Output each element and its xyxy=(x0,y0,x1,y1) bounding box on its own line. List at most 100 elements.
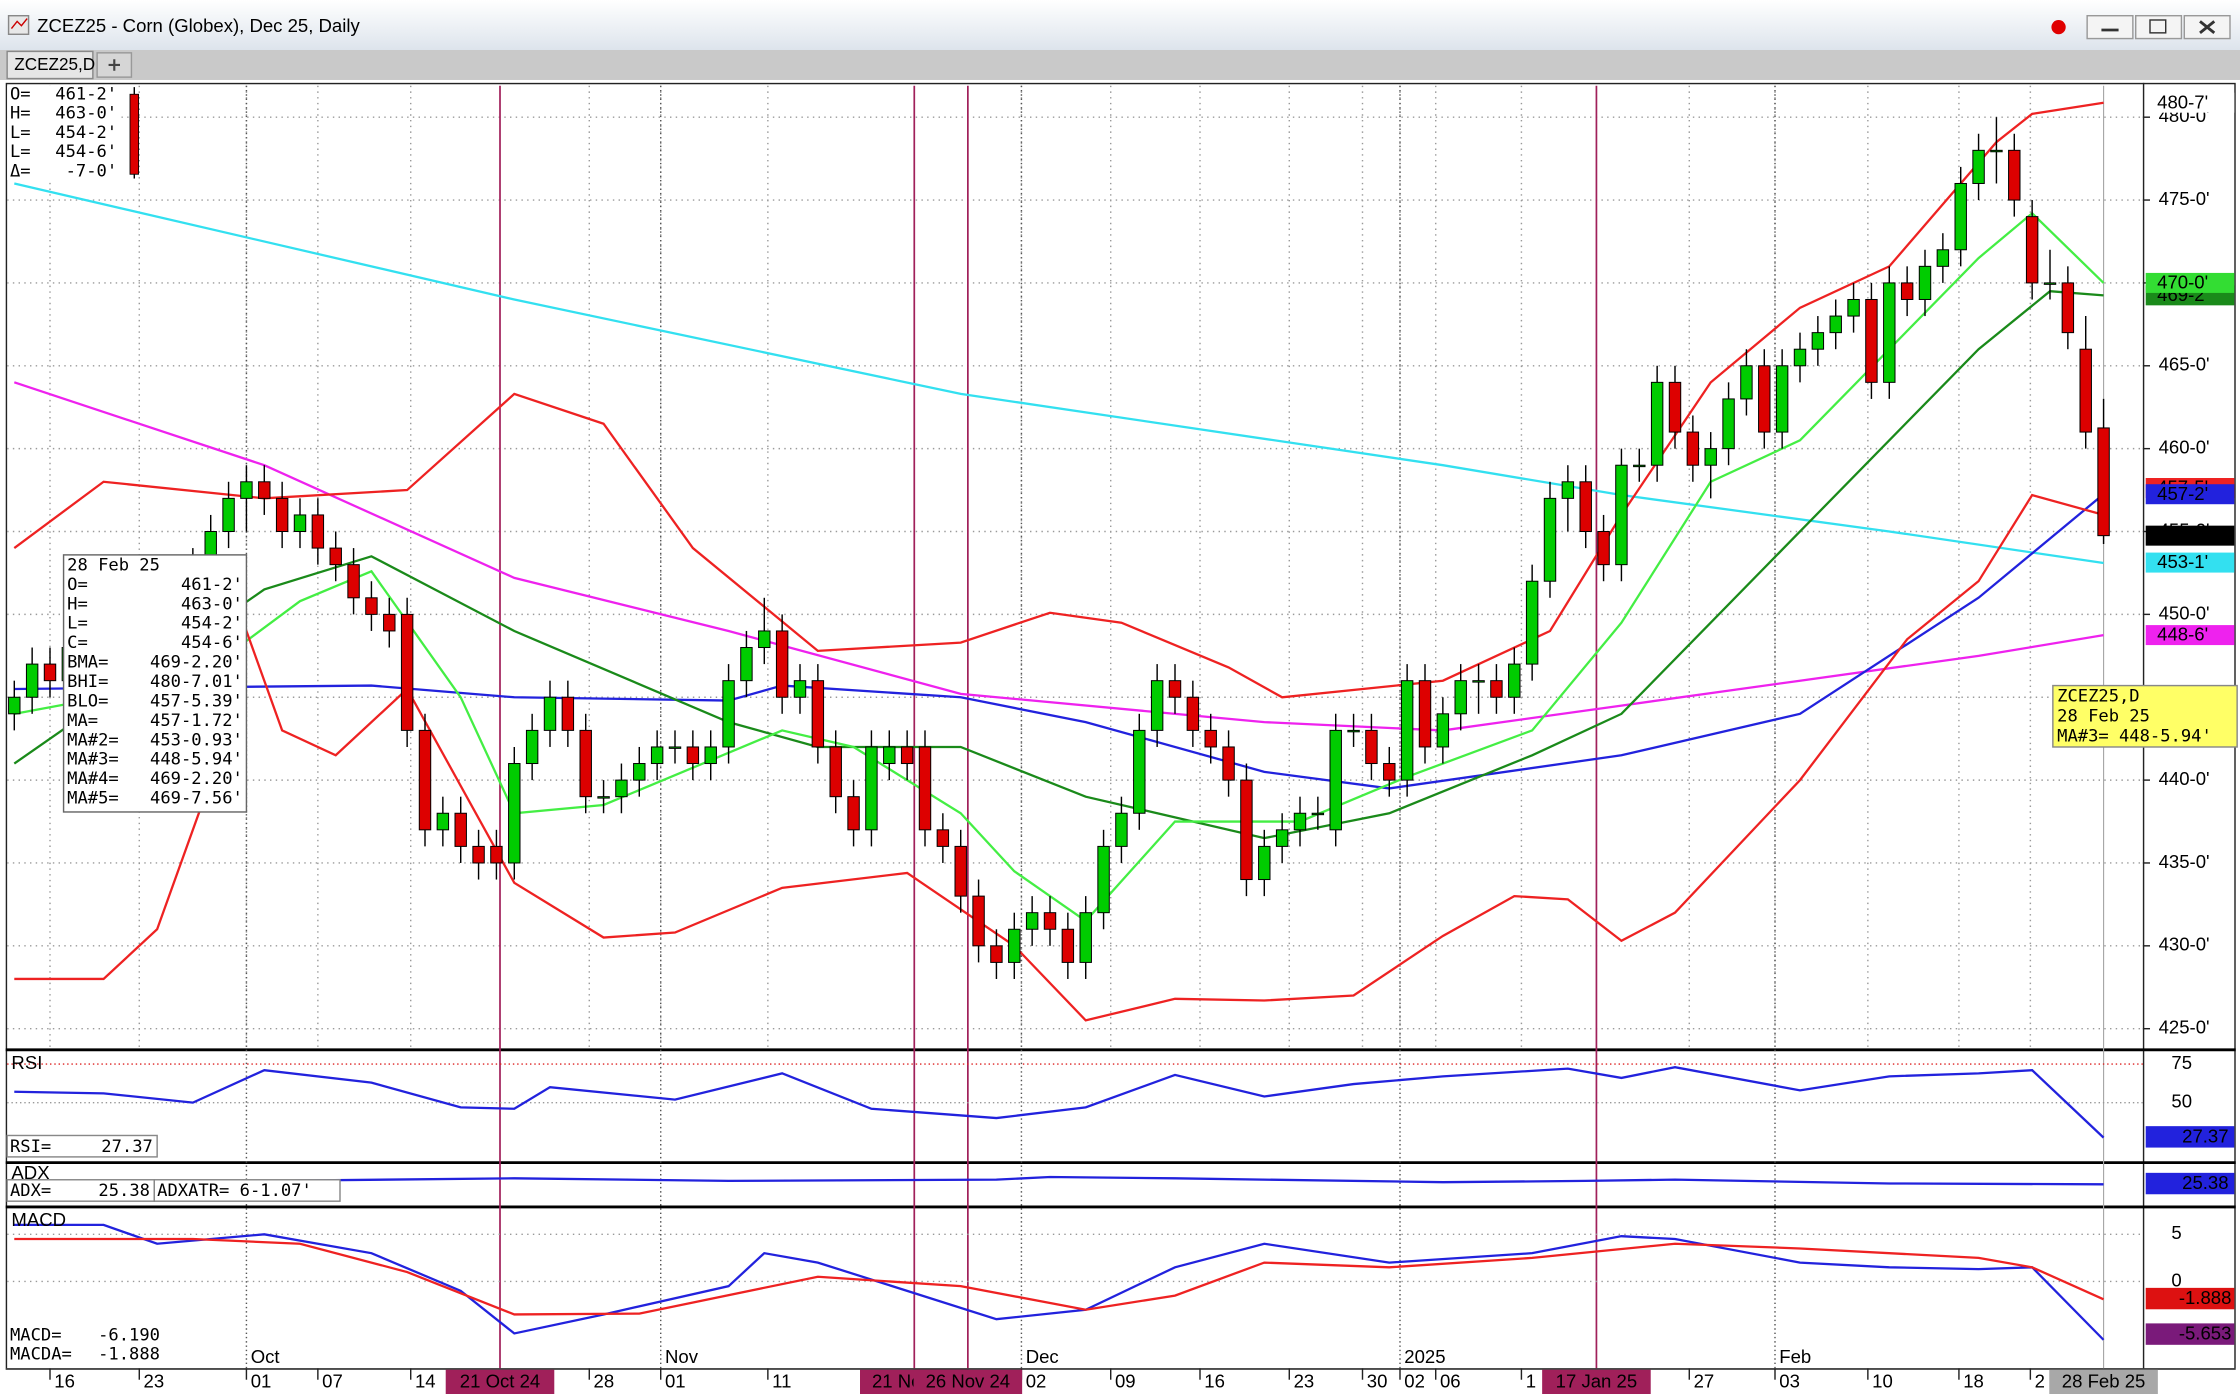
candle-body xyxy=(1597,531,1610,566)
candle-body xyxy=(1633,464,1646,468)
candle-body xyxy=(25,663,39,698)
chart-tab[interactable] xyxy=(6,50,94,80)
candle-body xyxy=(1543,497,1557,582)
candle-body xyxy=(490,845,503,864)
x-tick-label: 30 xyxy=(1367,1370,1388,1391)
candle-body xyxy=(740,647,753,682)
info-box-bg xyxy=(62,554,248,813)
ohlc-key: L= xyxy=(10,123,31,143)
candle-body xyxy=(1722,398,1735,450)
window-title: ZCEZ25 - Corn (Globex), Dec 25, Daily xyxy=(37,15,360,36)
candle-body xyxy=(704,746,717,765)
candle-body xyxy=(1900,282,1914,300)
restore-button[interactable] xyxy=(2135,14,2183,40)
candle-body xyxy=(1954,182,1967,251)
ohlc-value: 461-2' xyxy=(55,84,117,104)
info-box: 28 Feb 25O= 461-2' H= 463-0' L= 454-2' C= 454-6… xyxy=(62,554,248,813)
x-tick-label: 01 xyxy=(665,1370,686,1391)
candle-body xyxy=(829,746,842,798)
date-marker-box xyxy=(2049,1369,2158,1394)
candle-body xyxy=(543,696,557,731)
info-value: 463-0' xyxy=(181,594,243,614)
record-button[interactable] xyxy=(2051,19,2066,35)
x-tick-label: 02 xyxy=(1404,1370,1425,1391)
overlay-line xyxy=(13,290,2104,840)
candle-body xyxy=(1115,812,1128,847)
price-label: 448-6' xyxy=(2157,624,2208,645)
rsi-value-box xyxy=(2145,1126,2235,1148)
candle-body xyxy=(775,630,789,698)
info-value: 448-5.94' xyxy=(150,750,243,770)
info-key: BHI= xyxy=(67,672,108,692)
candle-body xyxy=(1775,365,1789,433)
candle-body xyxy=(1079,912,1092,963)
candle-body xyxy=(1758,365,1771,433)
date-marker-box xyxy=(913,1369,1023,1394)
date-marker-label: 21 Oct 24 xyxy=(460,1370,540,1391)
info-date: 28 Feb 25 xyxy=(67,556,160,576)
macd-value-label: -1.888 xyxy=(2179,1287,2232,1308)
info-value: 469-2.20' xyxy=(150,653,243,673)
adx-readout-key: ADX= xyxy=(10,1181,51,1201)
adx-line xyxy=(14,1175,2104,1186)
candle-body xyxy=(918,746,932,831)
x-tick-label: 07 xyxy=(322,1370,343,1391)
candle-body xyxy=(1793,348,1807,367)
candle-body xyxy=(1168,680,1182,698)
candle-body xyxy=(1508,663,1521,698)
candle-body xyxy=(2097,427,2110,537)
candle-body xyxy=(365,597,378,615)
candle-body xyxy=(561,696,575,731)
candle-body xyxy=(650,746,664,765)
candle-body xyxy=(1400,680,1414,781)
info-key: MA#2= xyxy=(67,730,119,750)
rsi-readout-box xyxy=(6,1134,158,1158)
adx-extra-box xyxy=(153,1179,341,1202)
price-label: 457-2' xyxy=(2157,483,2208,504)
price-label-box xyxy=(2145,625,2235,646)
adx-extra: ADXATR= 6-1.07' xyxy=(157,1181,312,1201)
info-value: 453-0.93' xyxy=(150,730,243,750)
x-tick-label: 10 xyxy=(1872,1370,1893,1391)
macd-tick-label: 5 xyxy=(2171,1222,2181,1243)
candle-body xyxy=(722,680,735,748)
candle-body xyxy=(1990,149,2003,153)
candle-body xyxy=(1150,680,1164,731)
x-tick-label: 23 xyxy=(1294,1370,1315,1391)
rsi-tick-label: 50 xyxy=(2171,1091,2192,1112)
candle-body xyxy=(222,497,235,533)
overlay-line xyxy=(14,182,2104,565)
candle-body xyxy=(1454,680,1467,715)
candle-body xyxy=(1222,746,1235,781)
candle-body xyxy=(1061,928,1075,963)
candle-body xyxy=(293,514,307,533)
candle-body xyxy=(418,729,432,831)
x-tick-label: 01 xyxy=(251,1370,272,1391)
x-tick-label: 16 xyxy=(54,1370,75,1391)
y-tick-label: 435-0' xyxy=(2159,851,2210,872)
ohlc-key: L= xyxy=(10,142,31,162)
ohlc-value: 463-0' xyxy=(55,104,117,124)
ohlc-box: O= 461-2' H= 463-0' L= 454-2' L= 454-6' Δ= -7-0' xyxy=(7,84,122,181)
x-tick-label: 03 xyxy=(1779,1370,1800,1391)
candle-body xyxy=(400,613,414,731)
y-tick-label: 450-0' xyxy=(2159,602,2210,623)
y-tick-label: 475-0' xyxy=(2159,188,2210,209)
ohlc-key: H= xyxy=(10,104,31,124)
info-key: C= xyxy=(67,633,88,653)
overlay-line xyxy=(14,493,2105,790)
macd-title: MACD xyxy=(11,1209,66,1230)
info-value: 454-6' xyxy=(181,633,243,653)
candle-body xyxy=(972,895,985,947)
macd-line xyxy=(14,1237,2105,1316)
minimize-button[interactable] xyxy=(2086,14,2134,40)
candle-body xyxy=(1293,812,1307,831)
info-key: MA#4= xyxy=(67,769,119,789)
candle-body xyxy=(1740,365,1753,400)
info-value: 454-2' xyxy=(181,614,243,634)
adx-value-label: 25.38 xyxy=(2182,1172,2228,1193)
rsi-title: RSI xyxy=(11,1052,42,1073)
rsi-line xyxy=(14,1066,2105,1139)
candle-body xyxy=(847,796,860,831)
